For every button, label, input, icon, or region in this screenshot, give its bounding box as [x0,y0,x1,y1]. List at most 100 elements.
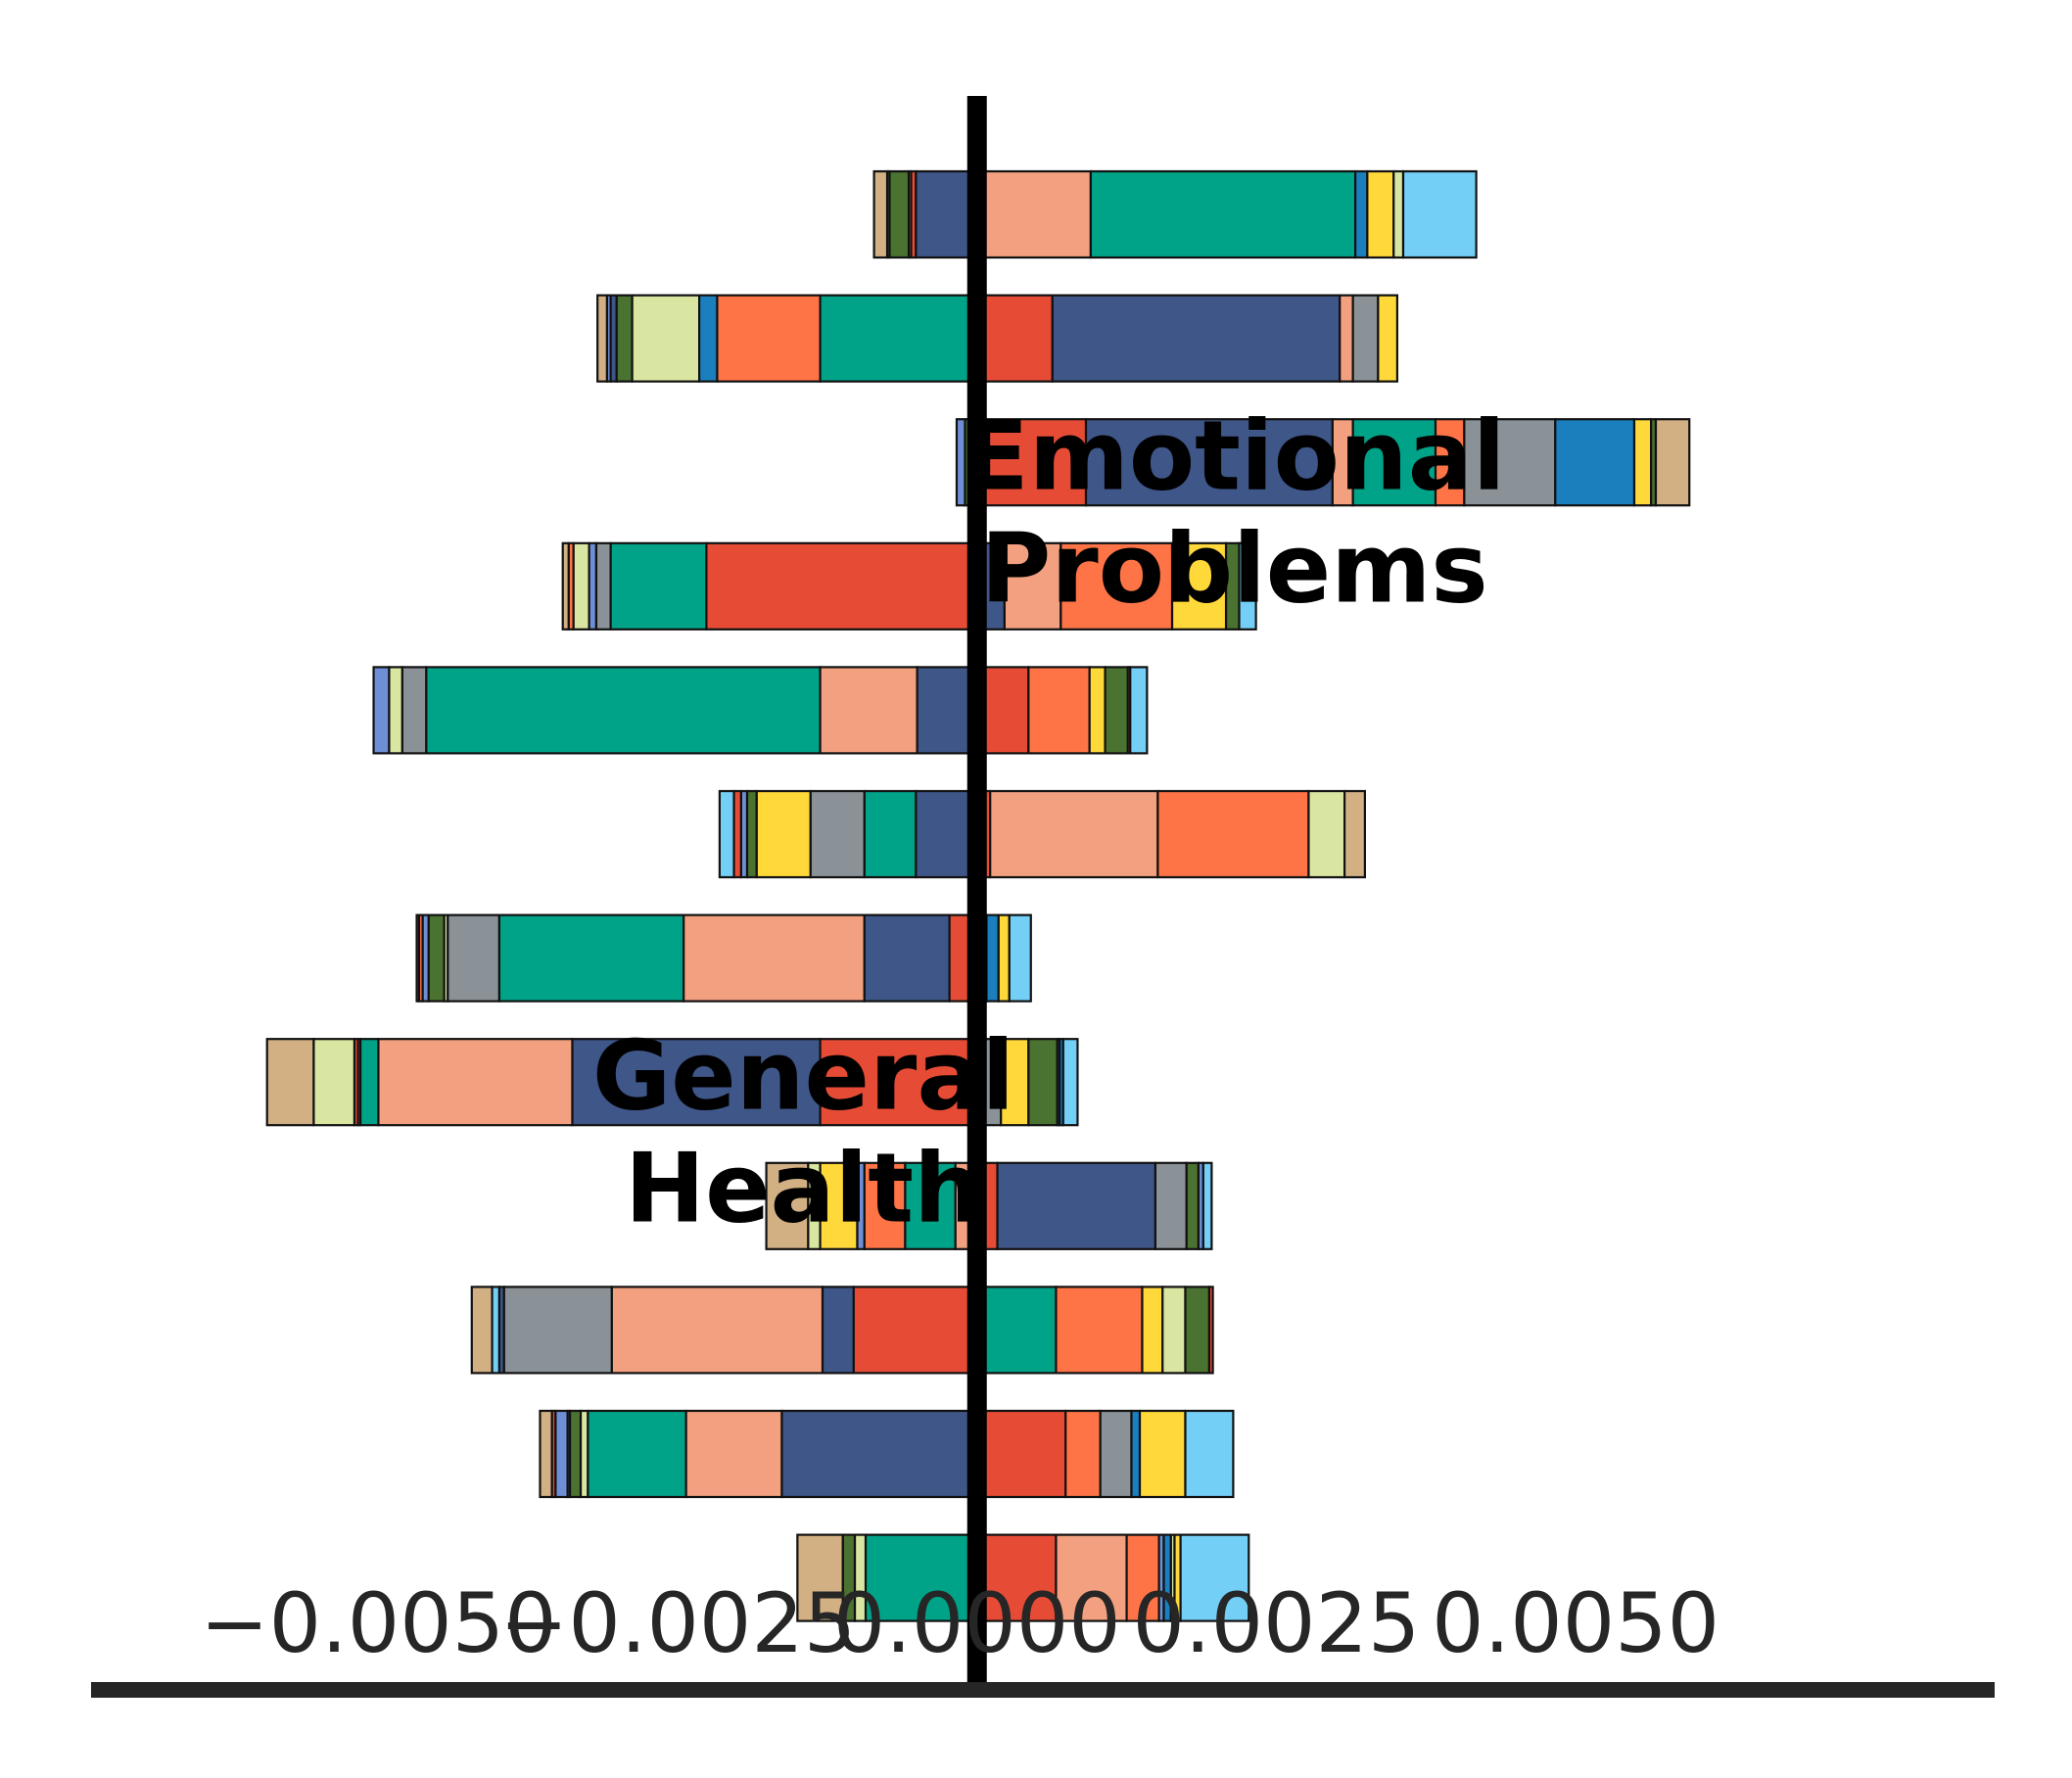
bar-row-2-neg-segment-8 [819,294,978,383]
bar-row-10-pos-segment-1 [975,1286,1058,1375]
bar-row-11-pos-segment-1 [975,1409,1067,1499]
bar-row-10 [470,1286,1214,1375]
bar-row-7 [415,913,1032,1003]
bar-row-5-neg-segment-1 [372,666,391,755]
bar-row-6-pos-segment-4 [1307,789,1346,879]
x-tick-label-4: 0.0025 [1132,1575,1420,1671]
bar-row-12-neg-segment-4 [864,1533,971,1622]
bar-row-6-neg-segment-2 [732,789,742,879]
bar-row-5-pos-segment-6 [1129,666,1149,755]
bar-row-9-neg-segment-6 [904,1161,957,1250]
bar-row-11-pos-segment-3 [1099,1409,1133,1499]
bar-row-9-pos-segment-2 [996,1161,1157,1250]
bar-row-9-pos-segment-4 [1185,1161,1201,1250]
bar-row-10-neg-segment-2 [491,1286,501,1375]
bar-row-7-neg-segment-4 [427,913,446,1003]
bar-row-3-pos-segment-1 [975,418,1088,507]
bar-row-2-pos-segment-4 [1351,294,1380,383]
bar-row-4-pos-segment-6 [1238,541,1257,631]
bar-row-11 [539,1409,1235,1499]
bar-row-3-pos-segment-7 [1554,418,1636,507]
bar-row-4-pos-segment-3 [1060,541,1174,631]
bar-row-4-neg-segment-6 [609,541,708,631]
emotional-problems-annotation-line-1: Emotional [964,400,1506,512]
bar-row-8-neg-segment-5 [358,1038,380,1127]
bar-row-2-neg-segment-7 [716,294,822,383]
bar-row-5-neg-segment-3 [400,666,428,755]
bar-row-1-pos-segment-5 [1392,169,1405,259]
bar-row-10-pos-segment-5 [1184,1286,1211,1375]
bar-row-5-pos-segment-3 [1088,666,1107,755]
bar-row-5 [372,666,1149,755]
bar-row-1-neg-segment-6 [915,169,978,259]
bar-row-1-pos-segment-4 [1366,169,1395,259]
bar-row-1-pos-segment-6 [1401,169,1478,259]
bar-row-10-neg-segment-1 [470,1286,494,1375]
bar-row-3-pos-segment-4 [1351,418,1437,507]
bar-row-1-neg-segment-3 [888,169,911,259]
bar-row-1-pos-segment-2 [1089,169,1357,259]
bar-row-12-pos-segment-8 [1179,1533,1250,1622]
annotations: Emotional Problems General Health [592,400,1506,1244]
emotional-problems-annotation-line-2: Problems [981,513,1488,625]
general-health-annotation-line-2: Health [625,1133,982,1244]
bar-row-11-pos-segment-4 [1130,1409,1142,1499]
bar-row-10-neg-segment-6 [821,1286,855,1375]
bar-row-10-pos-segment-4 [1161,1286,1187,1375]
bar-row-11-pos-segment-6 [1184,1409,1235,1499]
bar-row-7-neg-segment-9 [863,913,951,1003]
bar-row-6-neg-segment-5 [755,789,812,879]
bar-row-1-neg-segment-1 [872,169,889,259]
bar-row-11-neg-segment-9 [780,1409,978,1499]
bar-row-7-pos-segment-3 [997,913,1011,1003]
bar-row-1 [872,169,1478,259]
bar-row-3-pos-segment-2 [1084,418,1334,507]
bar-row-2-pos-segment-1 [975,294,1054,383]
bar-row-2 [596,294,1399,383]
bar-row-9-pos-segment-3 [1154,1161,1188,1250]
bar-row-11-neg-segment-8 [684,1409,783,1499]
bar-row-11-neg-segment-7 [587,1409,687,1499]
bar-row-2-pos-segment-2 [1051,294,1342,383]
bar-row-6-neg-segment-4 [745,789,758,879]
bar-row-10-neg-segment-7 [852,1286,978,1375]
bar-row-12-pos-segment-2 [1055,1533,1128,1622]
bar-row-11-neg-segment-6 [579,1409,589,1499]
bar-row-4-neg-segment-7 [705,541,978,631]
bar-row-2-pos-segment-5 [1377,294,1399,383]
bar-row-5-neg-segment-2 [388,666,403,755]
bar-row-8-neg-segment-1 [265,1038,315,1127]
bar-row-7-neg-segment-8 [683,913,866,1003]
bar-row-11-pos-segment-5 [1138,1409,1187,1499]
bar-row-2-neg-segment-6 [698,294,719,383]
bar-row-9-pos-segment-6 [1201,1161,1213,1250]
x-tick-label-5: 0.0050 [1432,1575,1719,1671]
bar-row-10-neg-segment-5 [610,1286,824,1375]
bar-row-1-pos-segment-3 [1354,169,1369,259]
bar-row-8-neg-segment-6 [377,1038,574,1127]
bar-row-12-pos-segment-1 [975,1533,1058,1622]
bar-row-9-neg-segment-5 [863,1161,907,1250]
bar-row-7-pos-segment-4 [1008,913,1032,1003]
bar-row-1-pos-segment-1 [975,169,1093,259]
bar-row-6-neg-segment-7 [863,789,918,879]
bar-row-6-pos-segment-3 [1156,789,1310,879]
general-health-annotation: General Health [592,1020,1014,1244]
bar-row-11-neg-segment-1 [539,1409,553,1499]
bar-row-8-neg-segment-2 [312,1038,356,1127]
bar-row-6-neg-segment-8 [915,789,972,879]
bar-row-2-neg-segment-5 [631,294,701,383]
bar-row-11-neg-segment-3 [554,1409,569,1499]
bar-row-2-pos-segment-3 [1339,294,1354,383]
bar-row-4-neg-segment-3 [572,541,590,631]
bar-row-4-pos-segment-4 [1170,541,1228,631]
x-tick-label-3: 0.0000 [833,1575,1121,1671]
bar-row-6-neg-segment-1 [718,789,735,879]
bar-row-4-neg-segment-5 [594,541,612,631]
bar-row-3-pos-segment-8 [1632,418,1653,507]
bar-row-2-neg-segment-4 [615,294,634,383]
bar-row-5-neg-segment-4 [425,666,822,755]
